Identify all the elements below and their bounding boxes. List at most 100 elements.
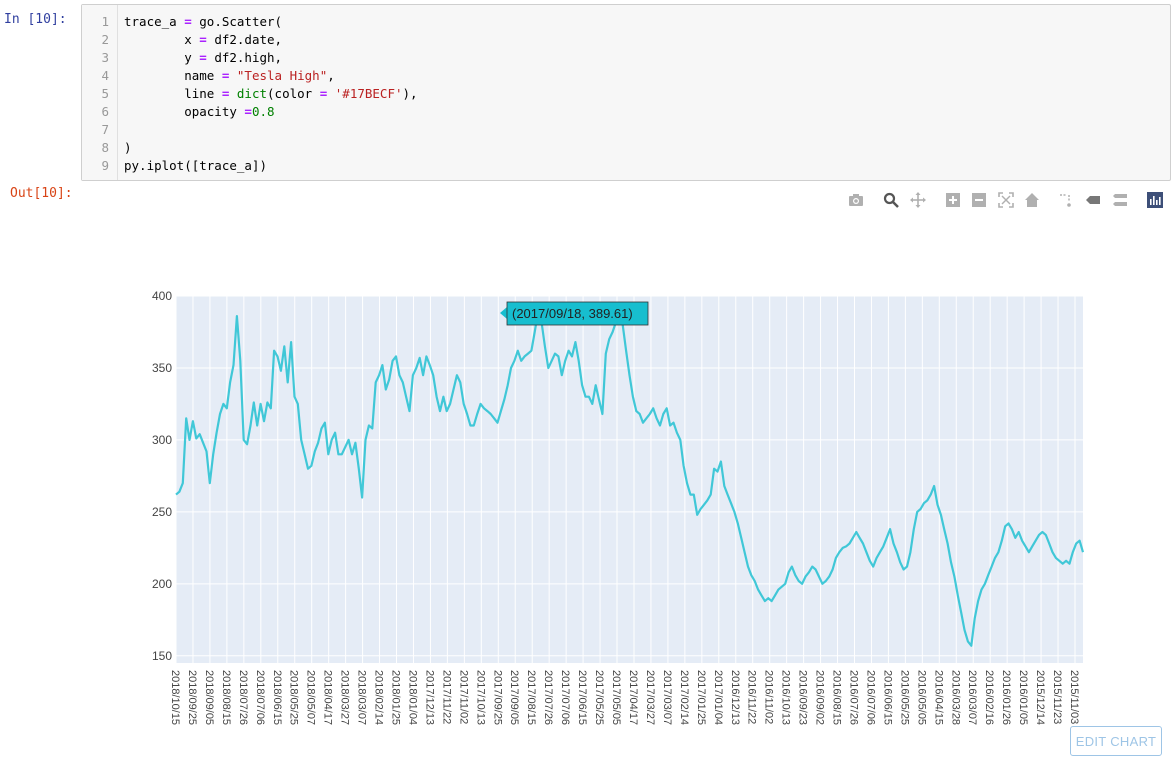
code-line: opacity =0.8: [124, 104, 275, 119]
zoom-in-icon[interactable]: [943, 190, 963, 210]
x-tick-label: 2016/05/05: [915, 670, 927, 725]
y-tick-label: 250: [152, 505, 172, 519]
line-number: 1: [101, 14, 109, 29]
x-tick-label: 2015/11/03: [1068, 670, 1080, 724]
x-tick-label: 2018/05/07: [305, 670, 317, 725]
x-tick-label: 2018/08/15: [220, 670, 232, 725]
line-number-gutter: 1 2 3 4 5 6 7 8 9: [82, 5, 118, 180]
zoom-icon[interactable]: [881, 190, 901, 210]
hover-pointer: [500, 307, 507, 319]
code-line: ): [124, 140, 132, 155]
code-line: name = "Tesla High",: [124, 68, 335, 83]
x-tick-label: 2016/09/23: [797, 670, 809, 725]
x-tick-label: 2017/03/07: [661, 670, 673, 725]
x-tick-label: 2018/09/05: [203, 670, 215, 725]
x-tick-label: 2017/06/15: [576, 670, 588, 725]
zoom-out-icon[interactable]: [969, 190, 989, 210]
plotly-logo-icon[interactable]: [1145, 190, 1165, 210]
x-tick-label: 2017/11/22: [440, 670, 452, 724]
x-tick-label: 2018/09/25: [186, 670, 198, 725]
hover-text: (2017/09/18, 389.61): [512, 306, 633, 321]
code-line: trace_a = go.Scatter(: [124, 14, 283, 29]
code-line: py.iplot([trace_a]): [124, 158, 267, 173]
x-tick-label: 2018/07/06: [254, 670, 266, 725]
hover-closest-icon[interactable]: [1083, 190, 1103, 210]
x-tick-label: 2016/01/26: [1000, 670, 1012, 725]
line-number: 8: [101, 140, 109, 155]
x-tick-label: 2016/03/28: [949, 670, 961, 725]
x-tick-label: 2017/09/25: [491, 670, 503, 725]
y-tick-label: 400: [152, 289, 172, 303]
plot-area[interactable]: [176, 296, 1083, 663]
y-tick-label: 300: [152, 433, 172, 447]
x-tick-label: 2018/01/25: [390, 670, 402, 725]
series-line-tesla-high[interactable]: [175, 310, 1085, 647]
x-tick-label: 2017/11/02: [457, 670, 469, 724]
x-tick-label: 2016/09/02: [814, 670, 826, 725]
x-tick-label: 2016/03/07: [966, 670, 978, 725]
hover-box: [506, 301, 649, 326]
autoscale-icon[interactable]: [996, 190, 1016, 210]
x-tick-label: 2017/01/04: [712, 670, 724, 725]
x-tick-label: 2016/07/26: [847, 670, 859, 725]
pan-icon[interactable]: [908, 190, 928, 210]
output-prompt: Out[10]:: [10, 186, 73, 201]
x-tick-label: 2018/01/04: [406, 670, 418, 725]
x-tick-label: 2016/02/16: [983, 670, 995, 725]
x-tick-label: 2016/08/15: [831, 670, 843, 725]
code-cell[interactable]: 1 2 3 4 5 6 7 8 9 trace_a = go.Scatter( …: [81, 4, 1171, 181]
x-tick-label: 2017/05/05: [610, 670, 622, 725]
x-tick-label: 2016/12/13: [729, 670, 741, 725]
x-tick-label: 2017/10/13: [474, 670, 486, 725]
code-line: y = df2.high,: [124, 50, 283, 65]
hover-label: (2017/09/18, 389.61): [500, 301, 649, 326]
y-tick-label: 200: [152, 577, 172, 591]
line-number: 2: [101, 32, 109, 47]
line-number: 7: [101, 122, 109, 137]
x-tick-label: 2016/10/13: [780, 670, 792, 725]
x-tick-label: 2017/05/25: [593, 670, 605, 725]
x-tick-label: 2018/07/26: [237, 670, 249, 725]
x-tick-label: 2017/01/25: [695, 670, 707, 725]
x-tick-label: 2016/04/15: [932, 670, 944, 725]
x-tick-label: 2015/12/14: [1034, 670, 1046, 725]
x-tick-label: 2016/07/06: [864, 670, 876, 725]
x-tick-label: 2016/06/15: [881, 670, 893, 725]
hover-compare-icon[interactable]: [1110, 190, 1130, 210]
x-tick-label: 2018/06/15: [271, 670, 283, 725]
input-prompt: In [10]:: [4, 12, 67, 27]
x-tick-label: 2017/07/26: [542, 670, 554, 725]
x-tick-label: 2017/09/05: [508, 670, 520, 725]
camera-icon[interactable]: [846, 190, 866, 210]
x-tick-label: 2017/04/17: [627, 670, 639, 725]
x-tick-label: 2018/05/25: [288, 670, 300, 725]
x-tick-label: 2018/02/14: [373, 670, 385, 725]
y-tick-label: 350: [152, 361, 172, 375]
x-tick-label: 2016/01/05: [1017, 670, 1029, 725]
code-line: x = df2.date,: [124, 32, 283, 47]
x-tick-label: 2018/04/17: [322, 670, 334, 725]
line-number: 3: [101, 50, 109, 65]
line-number: 5: [101, 86, 109, 101]
edit-chart-button[interactable]: EDIT CHART: [1070, 726, 1162, 756]
x-tick-label: 2016/11/02: [763, 670, 775, 724]
reset-axes-icon[interactable]: [1022, 190, 1042, 210]
line-number: 9: [101, 158, 109, 173]
x-tick-label: 2017/02/14: [678, 670, 690, 725]
x-tick-label: 2017/08/15: [525, 670, 537, 725]
code-line: line = dict(color = '#17BECF'),: [124, 86, 418, 101]
x-tick-label: 2018/03/27: [339, 670, 351, 725]
x-tick-label: 2018/10/15: [169, 670, 181, 725]
y-tick-label: 150: [152, 649, 172, 663]
line-number: 4: [101, 68, 109, 83]
line-number: 6: [101, 104, 109, 119]
x-tick-label: 2017/07/06: [559, 670, 571, 725]
x-tick-label: 2015/11/23: [1051, 670, 1063, 724]
x-tick-label: 2017/12/13: [423, 670, 435, 725]
x-tick-label: 2016/11/22: [746, 670, 758, 724]
spike-lines-icon[interactable]: [1056, 190, 1076, 210]
x-tick-label: 2017/03/27: [644, 670, 656, 725]
x-tick-label: 2018/03/07: [356, 670, 368, 725]
x-tick-label: 2016/05/25: [898, 670, 910, 725]
